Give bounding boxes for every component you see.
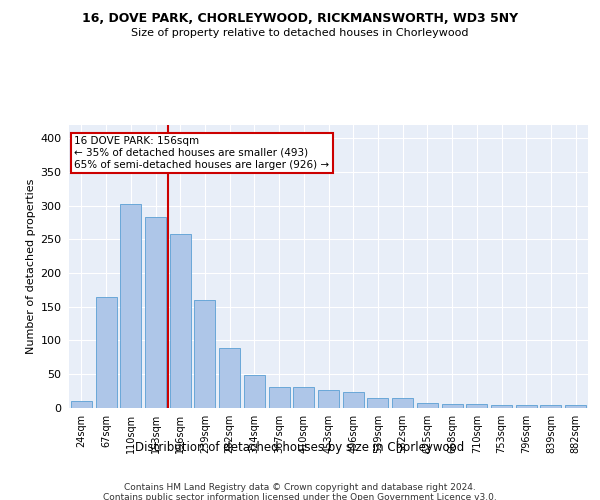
Text: Distribution of detached houses by size in Chorleywood: Distribution of detached houses by size … <box>136 441 464 454</box>
Bar <box>442 404 463 407</box>
Bar <box>367 398 388 407</box>
Bar <box>466 404 487 407</box>
Bar <box>219 348 240 408</box>
Bar <box>392 398 413 407</box>
Bar <box>565 406 586 407</box>
Bar <box>145 217 166 408</box>
Bar <box>417 403 438 407</box>
Bar <box>516 405 537 407</box>
Bar <box>343 392 364 407</box>
Y-axis label: Number of detached properties: Number of detached properties <box>26 178 36 354</box>
Bar <box>194 300 215 408</box>
Bar <box>318 390 339 407</box>
Bar <box>244 374 265 408</box>
Bar <box>120 204 141 408</box>
Bar <box>541 406 562 407</box>
Text: Contains HM Land Registry data © Crown copyright and database right 2024.
Contai: Contains HM Land Registry data © Crown c… <box>103 482 497 500</box>
Text: 16, DOVE PARK, CHORLEYWOOD, RICKMANSWORTH, WD3 5NY: 16, DOVE PARK, CHORLEYWOOD, RICKMANSWORT… <box>82 12 518 26</box>
Bar <box>170 234 191 408</box>
Bar <box>293 388 314 407</box>
Bar <box>95 296 116 408</box>
Bar <box>491 405 512 407</box>
Text: Size of property relative to detached houses in Chorleywood: Size of property relative to detached ho… <box>131 28 469 38</box>
Bar <box>71 402 92 407</box>
Text: 16 DOVE PARK: 156sqm
← 35% of detached houses are smaller (493)
65% of semi-deta: 16 DOVE PARK: 156sqm ← 35% of detached h… <box>74 136 329 170</box>
Bar <box>269 388 290 407</box>
